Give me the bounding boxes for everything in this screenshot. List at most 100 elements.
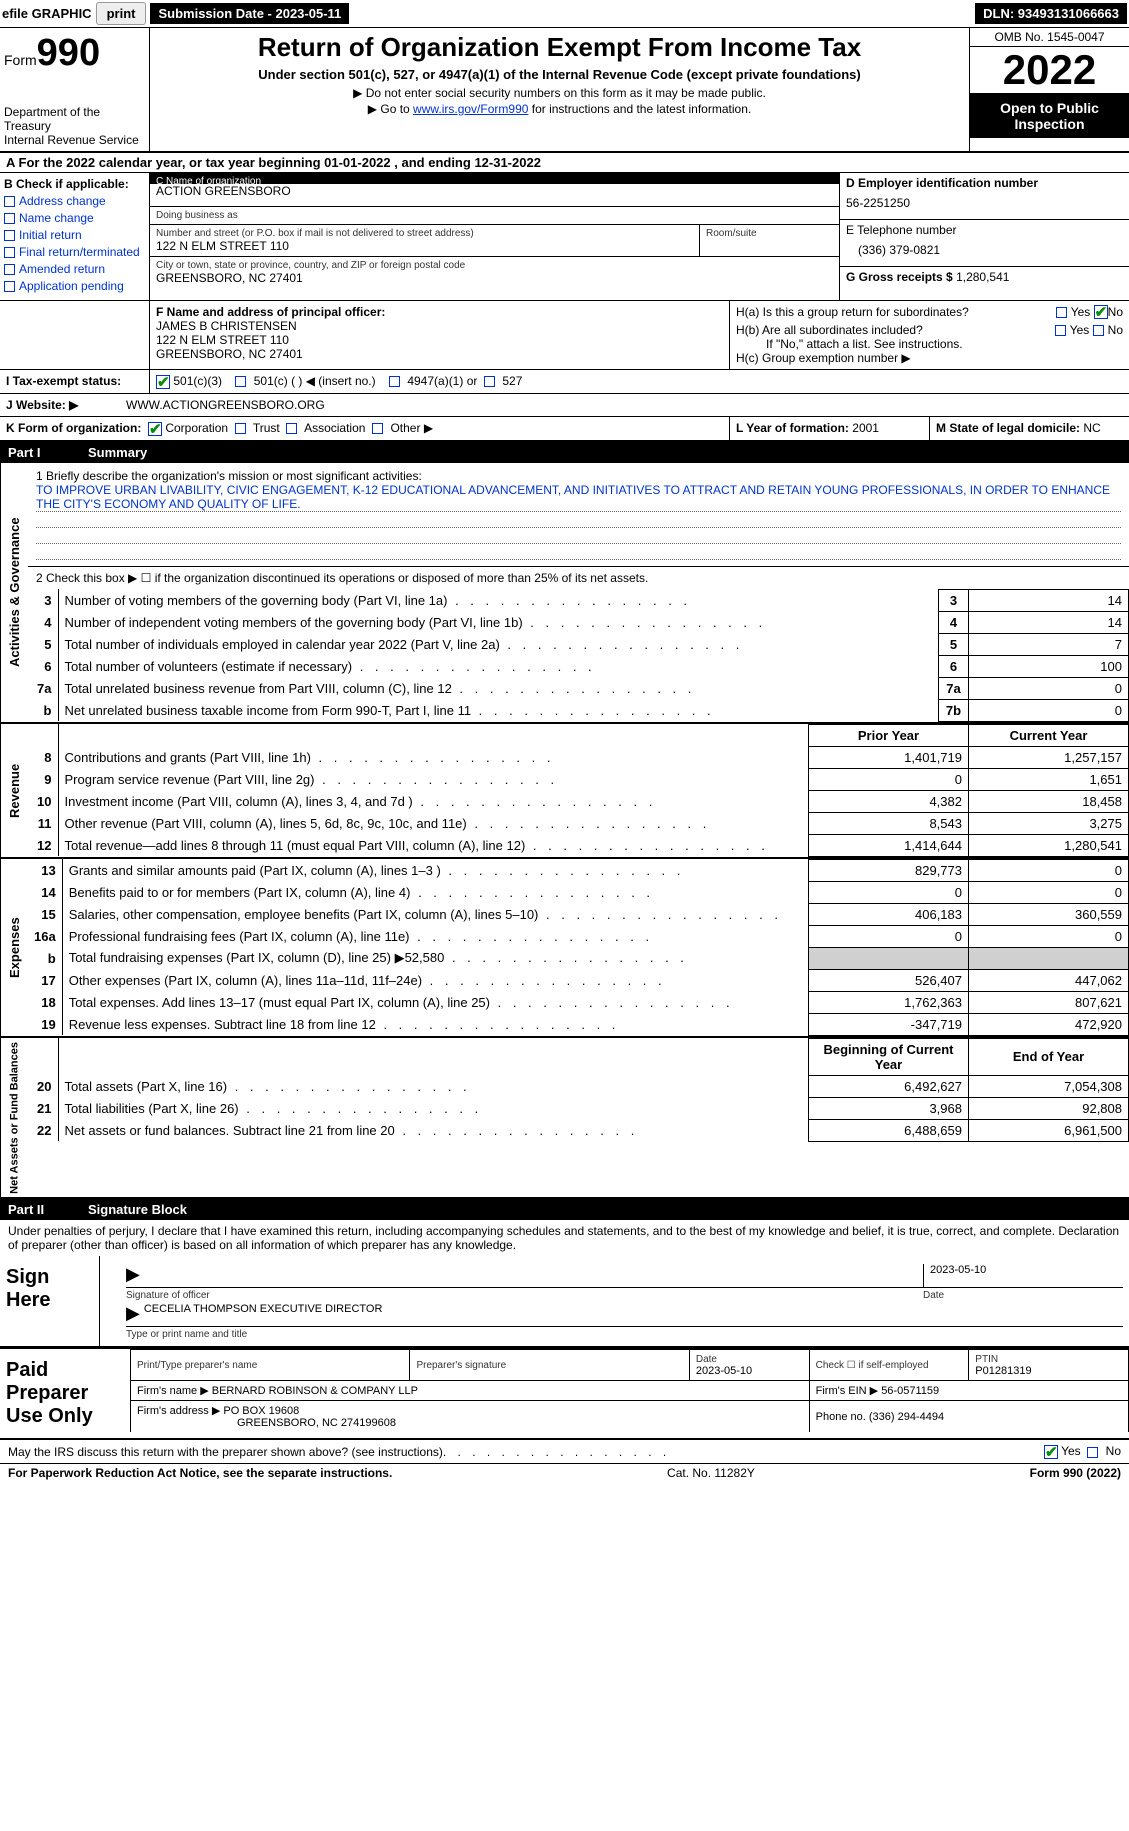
table-row: 18 Total expenses. Add lines 13–17 (must… (28, 991, 1129, 1013)
part-num: Part I (8, 445, 68, 460)
table-row: 14 Benefits paid to or for members (Part… (28, 881, 1129, 903)
table-header-row: Prior Year Current Year (28, 724, 1129, 746)
part-num: Part II (8, 1202, 68, 1217)
checkbox-icon (4, 264, 15, 275)
table-row: 8 Contributions and grants (Part VIII, l… (28, 746, 1129, 768)
hb-label: H(b) Are all subordinates included? (736, 323, 1055, 337)
form-ref: Form 990 (2022) (1030, 1466, 1121, 1480)
arrow-icon: ▶ (126, 1303, 140, 1326)
chk-name-change[interactable]: Name change (4, 211, 145, 225)
date-label: Date (923, 1290, 1123, 1301)
irs-label: Internal Revenue Service (4, 133, 145, 147)
irs-link[interactable]: www.irs.gov/Form990 (413, 102, 528, 116)
checkbox-icon (4, 281, 15, 292)
form-number: Form990 (4, 32, 145, 75)
print-button[interactable]: print (96, 2, 147, 25)
checkbox-checked-icon[interactable] (156, 375, 170, 389)
table-row: 3 Number of voting members of the govern… (28, 589, 1129, 611)
checkbox-icon[interactable] (1056, 307, 1067, 318)
f-label: F Name and address of principal officer: (156, 305, 385, 319)
opt-corp: Corporation (165, 421, 228, 435)
g-label: G Gross receipts $ (846, 270, 953, 284)
firm-ein-label: Firm's EIN ▶ (816, 1385, 879, 1397)
ha-label: H(a) Is this a group return for subordin… (736, 305, 1056, 319)
table-row: 9 Program service revenue (Part VIII, li… (28, 768, 1129, 790)
chk-label: Address change (19, 194, 106, 208)
room-label: Room/suite (706, 228, 833, 239)
expenses-table: 13 Grants and similar amounts paid (Part… (28, 859, 1129, 1036)
chk-address-change[interactable]: Address change (4, 194, 145, 208)
section-b-g: B Check if applicable: Address change Na… (0, 173, 1129, 301)
prep-sig-label: Preparer's signature (416, 1360, 506, 1371)
checkbox-icon[interactable] (235, 376, 246, 387)
sig-officer-label: Signature of officer (126, 1290, 923, 1301)
checkbox-icon[interactable] (286, 423, 297, 434)
mission-text: TO IMPROVE URBAN LIVABILITY, CIVIC ENGAG… (36, 483, 1121, 512)
table-row: 12 Total revenue—add lines 8 through 11 … (28, 834, 1129, 856)
city-label: City or town, state or province, country… (156, 260, 833, 271)
vlabel-rev: Revenue (0, 724, 28, 857)
checkbox-checked-icon[interactable] (1044, 1445, 1058, 1459)
dln-label: DLN: 93493131066663 (975, 3, 1127, 24)
section-f-h: F Name and address of principal officer:… (0, 301, 1129, 370)
checkbox-icon[interactable] (372, 423, 383, 434)
signature-field[interactable] (144, 1264, 923, 1287)
opt-501c3: 501(c)(3) (173, 374, 222, 388)
checkbox-checked-icon[interactable] (1094, 305, 1108, 319)
net-assets-table: Beginning of Current Year End of Year 20… (28, 1038, 1129, 1142)
addr-label: Number and street (or P.O. box if mail i… (156, 228, 693, 239)
sign-here-label: Sign Here (0, 1256, 100, 1346)
mission-blank (36, 512, 1121, 528)
part-2-header: Part II Signature Block (0, 1199, 1129, 1220)
b-label: B Check if applicable: (4, 177, 145, 191)
opt-527: 527 (502, 374, 522, 388)
note-pre: ▶ Go to (368, 102, 413, 116)
table-row: 4 Number of independent voting members o… (28, 611, 1129, 633)
l-label: L Year of formation: (736, 421, 849, 435)
chk-application-pending[interactable]: Application pending (4, 279, 145, 293)
firm-name: BERNARD ROBINSON & COMPANY LLP (212, 1385, 418, 1397)
vlabel-net: Net Assets or Fund Balances (0, 1038, 28, 1198)
paid-preparer-section: Paid Preparer Use Only Print/Type prepar… (0, 1348, 1129, 1440)
prep-date: 2023-05-10 (696, 1365, 752, 1377)
checkbox-icon[interactable] (484, 376, 495, 387)
firm-phone: (336) 294-4494 (869, 1411, 944, 1423)
chk-amended-return[interactable]: Amended return (4, 262, 145, 276)
opt-other: Other ▶ (390, 421, 433, 435)
table-row: 17 Other expenses (Part IX, column (A), … (28, 969, 1129, 991)
d-label: D Employer identification number (846, 176, 1123, 190)
table-row: 16a Professional fundraising fees (Part … (28, 925, 1129, 947)
checkbox-icon[interactable] (1055, 325, 1066, 336)
table-row: 11 Other revenue (Part VIII, column (A),… (28, 812, 1129, 834)
row-j-website: J Website: ▶ WWW.ACTIONGREENSBORO.ORG (0, 394, 1129, 417)
cat-no: Cat. No. 11282Y (667, 1466, 755, 1480)
table-row: 21 Total liabilities (Part X, line 26) 3… (28, 1097, 1129, 1119)
dba-label: Doing business as (156, 210, 833, 221)
table-row: 15 Salaries, other compensation, employe… (28, 903, 1129, 925)
summary-expenses: Expenses 13 Grants and similar amounts p… (0, 859, 1129, 1038)
form-title: Return of Organization Exempt From Incom… (158, 32, 961, 63)
checkbox-icon (4, 196, 15, 207)
checkbox-icon[interactable] (235, 423, 246, 434)
checkbox-icon[interactable] (1093, 325, 1104, 336)
chk-initial-return[interactable]: Initial return (4, 228, 145, 242)
phone-value: (336) 379-0821 (846, 237, 1123, 263)
table-row: b Total fundraising expenses (Part IX, c… (28, 947, 1129, 969)
chk-final-return[interactable]: Final return/terminated (4, 245, 145, 259)
m-label: M State of legal domicile: (936, 421, 1080, 435)
i-label: I Tax-exempt status: (0, 370, 150, 393)
part-1-header: Part I Summary (0, 442, 1129, 463)
prep-name-label: Print/Type preparer's name (137, 1360, 257, 1371)
table-header-row: Beginning of Current Year End of Year (28, 1038, 1129, 1075)
ptin-value: P01281319 (975, 1365, 1031, 1377)
officer-addr1: 122 N ELM STREET 110 (156, 333, 289, 347)
dept-treasury: Department of the Treasury (4, 105, 145, 133)
k-label: K Form of organization: (6, 421, 141, 435)
officer-addr2: GREENSBORO, NC 27401 (156, 347, 303, 361)
chk-label: Final return/terminated (19, 245, 140, 259)
firm-name-label: Firm's name ▶ (137, 1385, 209, 1397)
row-k-org-form: K Form of organization: Corporation Trus… (0, 417, 1129, 442)
checkbox-icon[interactable] (1087, 1447, 1098, 1458)
checkbox-checked-icon[interactable] (148, 422, 162, 436)
checkbox-icon[interactable] (389, 376, 400, 387)
